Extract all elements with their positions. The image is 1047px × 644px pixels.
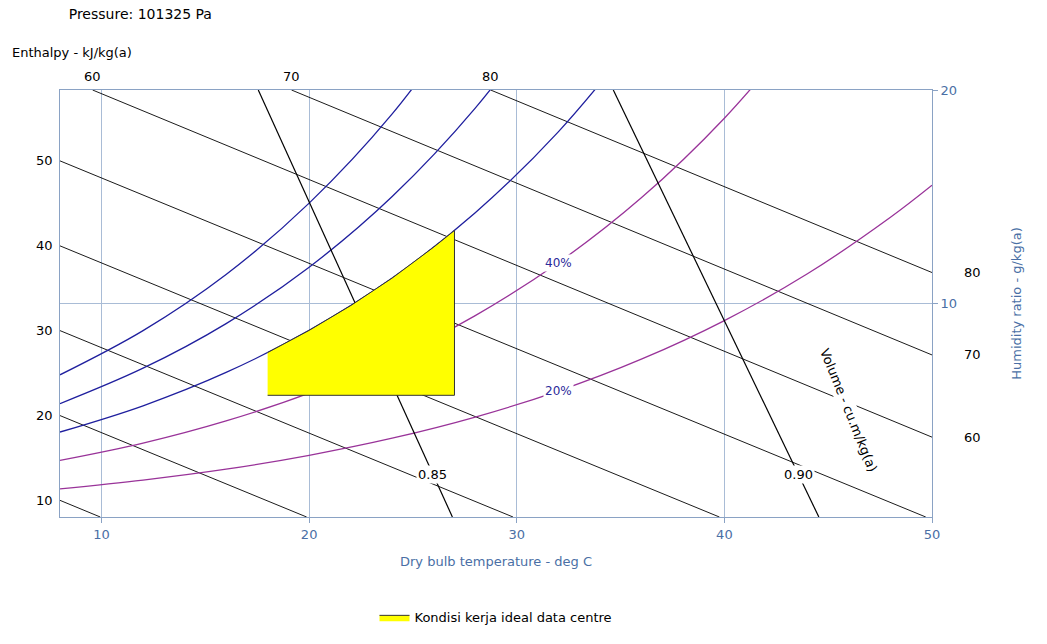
svg-text:Volume - cu.m/kg(a): Volume - cu.m/kg(a) [817, 346, 880, 474]
svg-text:20: 20 [36, 408, 53, 423]
svg-text:0.85: 0.85 [418, 467, 447, 482]
svg-text:10: 10 [36, 493, 53, 508]
svg-text:80: 80 [482, 69, 499, 84]
svg-text:Pressure: 101325 Pa: Pressure: 101325 Pa [69, 6, 212, 22]
svg-text:60: 60 [84, 69, 101, 84]
svg-text:10: 10 [941, 296, 958, 311]
svg-text:70: 70 [283, 69, 300, 84]
svg-text:30: 30 [508, 527, 525, 542]
svg-text:40: 40 [716, 527, 733, 542]
svg-text:50: 50 [924, 527, 941, 542]
svg-text:30: 30 [36, 323, 53, 338]
svg-text:10: 10 [93, 527, 110, 542]
svg-text:80: 80 [964, 265, 981, 280]
svg-text:40%: 40% [545, 256, 572, 270]
svg-text:Enthalpy - kJ/kg(a): Enthalpy - kJ/kg(a) [12, 45, 132, 60]
svg-text:Kondisi kerja ideal data centr: Kondisi kerja ideal data centre [415, 610, 612, 625]
svg-text:20: 20 [301, 527, 318, 542]
svg-text:40: 40 [36, 238, 53, 253]
svg-text:Dry bulb temperature - deg C: Dry bulb temperature - deg C [400, 554, 592, 569]
svg-text:20%: 20% [545, 384, 572, 398]
svg-text:70: 70 [964, 347, 981, 362]
svg-text:0.90: 0.90 [784, 467, 813, 482]
svg-text:60: 60 [964, 430, 981, 445]
svg-text:50: 50 [36, 153, 53, 168]
svg-text:20: 20 [941, 83, 958, 98]
svg-text:Humidity ratio - g/kg(a): Humidity ratio - g/kg(a) [1009, 227, 1024, 380]
